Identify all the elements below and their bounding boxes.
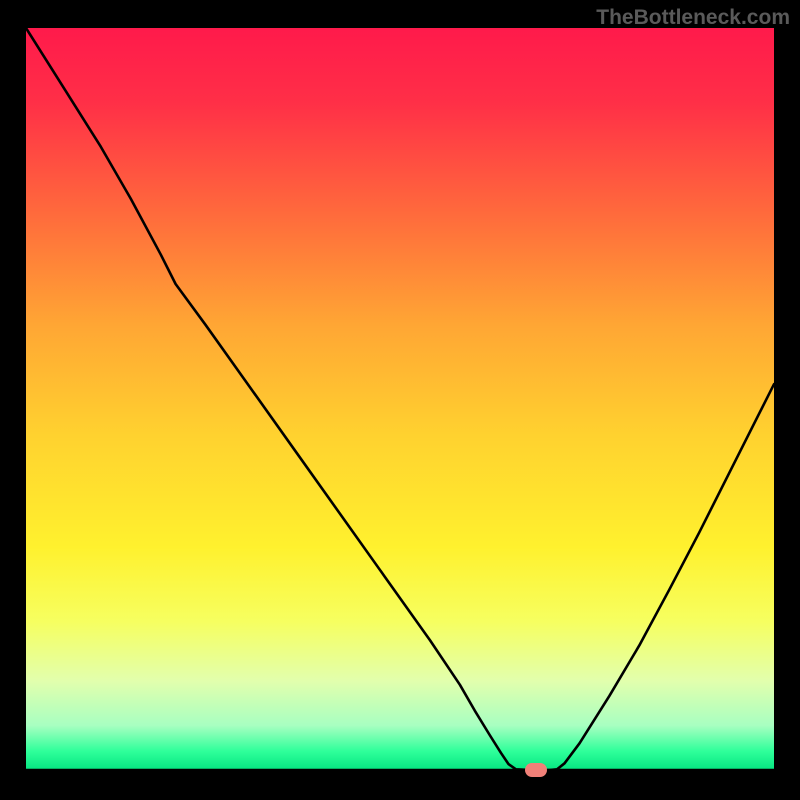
watermark-text: TheBottleneck.com <box>596 6 790 30</box>
plot-background-gradient <box>26 28 774 770</box>
optimum-marker <box>525 763 547 777</box>
plot-svg <box>26 28 774 770</box>
bottleneck-chart: TheBottleneck.com <box>0 0 800 800</box>
plot-area <box>26 28 774 770</box>
